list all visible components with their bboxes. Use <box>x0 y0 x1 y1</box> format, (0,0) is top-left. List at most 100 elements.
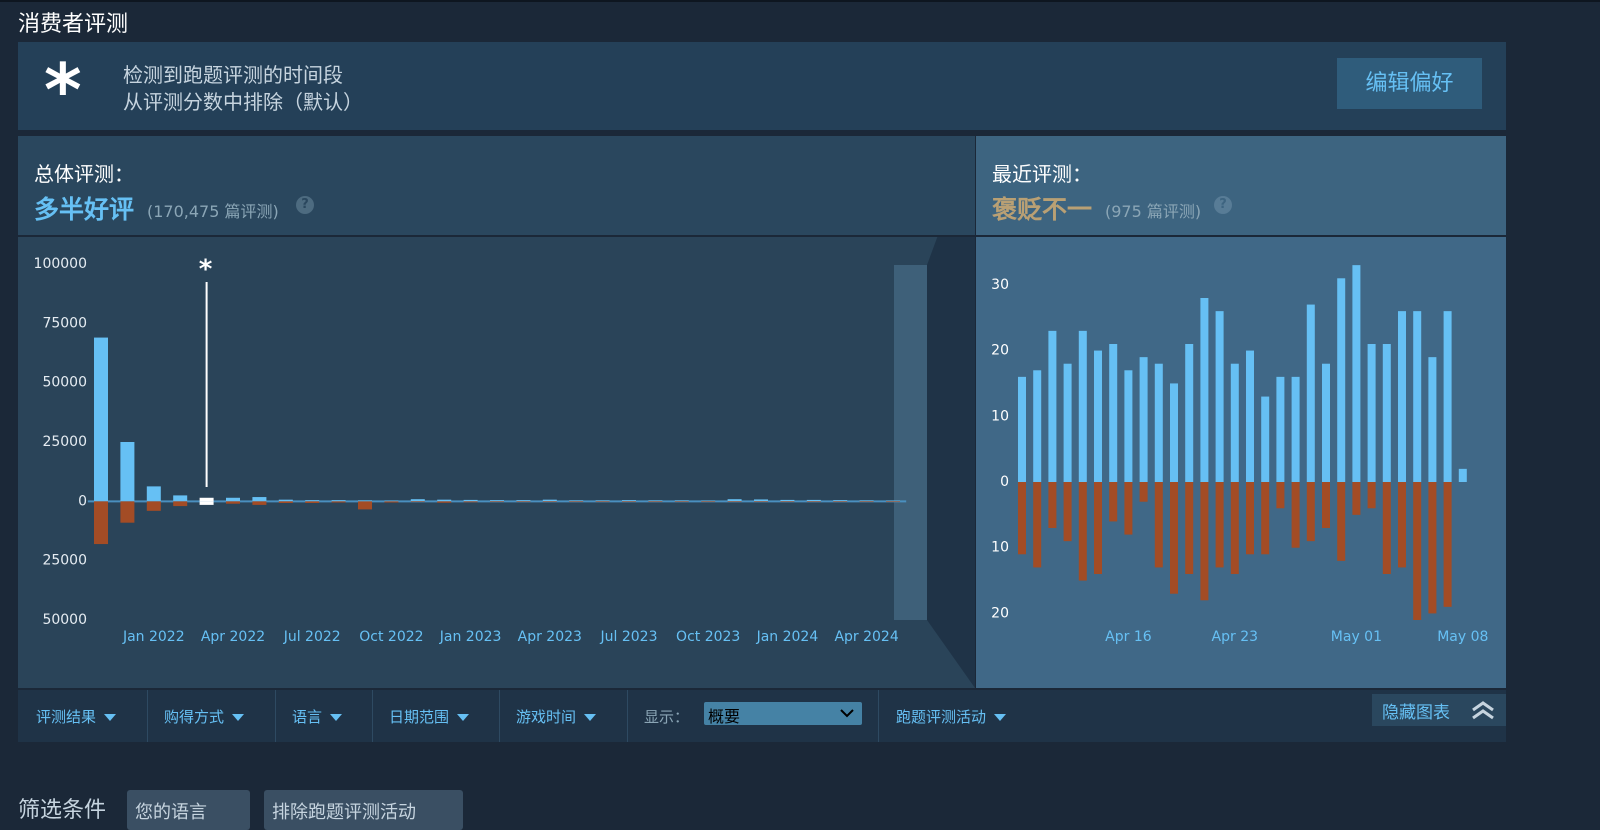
bar <box>701 500 716 502</box>
x-tick-label: Jan 2024 <box>756 629 819 645</box>
filter-dropdown[interactable]: 跑题评测活动 <box>896 706 1007 727</box>
top-border <box>0 0 1600 2</box>
filter-dropdown[interactable]: 购得方式 <box>164 706 245 727</box>
bar <box>1367 344 1376 482</box>
bar <box>1109 344 1118 482</box>
bar <box>674 501 689 503</box>
hide-chart-button[interactable]: 隐藏图表 <box>1372 694 1506 726</box>
chip-label: 您的语言 <box>135 802 207 823</box>
summary-rating: 多半好评 <box>34 195 135 224</box>
bar <box>358 501 372 510</box>
x-tick-label: Jan 2022 <box>122 629 185 645</box>
bar <box>806 501 821 503</box>
x-tick-label: Apr 16 <box>1105 629 1152 645</box>
filter-chip[interactable]: 您的语言 <box>127 790 250 830</box>
bar <box>1063 482 1072 542</box>
bar <box>252 501 267 505</box>
bar <box>358 500 372 502</box>
bar <box>754 501 768 503</box>
separator <box>275 690 276 742</box>
bar <box>833 500 848 502</box>
y-tick-label: 0 <box>78 493 87 509</box>
bar <box>859 501 874 503</box>
bar <box>1428 482 1437 614</box>
bar <box>305 500 320 502</box>
bar <box>305 501 320 503</box>
bar <box>331 501 346 503</box>
bar <box>1306 304 1315 482</box>
bar <box>1382 344 1391 482</box>
edit-preferences-button[interactable]: 编辑偏好 <box>1337 58 1482 109</box>
display-value: 概要 <box>708 707 741 726</box>
filter-dropdown[interactable]: 评测结果 <box>36 706 117 727</box>
y-tick-label: 20 <box>991 343 1009 359</box>
filter-label: 日期范围 <box>389 708 450 726</box>
annotation: * <box>199 255 213 285</box>
bar <box>1322 363 1330 482</box>
bar <box>542 501 557 503</box>
filter-dropdown[interactable]: 游戏时间 <box>516 706 597 727</box>
filter-dropdown[interactable]: 语言 <box>292 706 343 727</box>
banner: * 检测到跑题评测的时间段 从评测分数中排除（默认） 编辑偏好 <box>18 42 1506 130</box>
bar <box>1078 330 1087 482</box>
bar <box>622 500 636 502</box>
help-icon[interactable]: ? <box>1214 196 1232 214</box>
separator <box>147 690 148 742</box>
bar <box>410 501 425 503</box>
separator <box>627 690 628 742</box>
bar <box>1337 278 1346 482</box>
bar <box>1276 482 1285 509</box>
separator <box>878 690 879 742</box>
bar <box>1139 482 1148 502</box>
bar <box>1048 330 1057 482</box>
bar <box>384 500 399 502</box>
help-icon[interactable]: ? <box>296 196 314 214</box>
bar <box>542 499 557 502</box>
y-tick-label: 0 <box>1000 474 1009 490</box>
bar <box>1063 363 1072 482</box>
bar <box>1413 482 1422 620</box>
x-tick-label: Apr 2024 <box>834 629 898 645</box>
banner-line: 检测到跑题评测的时间段 <box>123 63 343 87</box>
bar <box>754 499 768 502</box>
bar <box>1215 311 1224 482</box>
bar <box>1322 482 1330 528</box>
collapse-icon <box>1472 701 1494 720</box>
bar <box>886 501 900 503</box>
bar <box>674 500 689 502</box>
summary-label: 总体评测： <box>34 162 134 186</box>
bar <box>1033 370 1042 482</box>
y-tick-label: 75000 <box>42 315 87 331</box>
filter-label: 语言 <box>292 708 323 726</box>
y-tick-label: 30 <box>991 277 1009 293</box>
bar <box>490 501 504 503</box>
bar <box>278 501 293 503</box>
bar <box>1018 376 1026 482</box>
bar <box>886 500 900 502</box>
recent-chart: 30 20 10 0 10 20 Apr 16 Apr 23 May 01 May 08 <box>976 237 1506 688</box>
x-tick-label: May 08 <box>1437 629 1488 645</box>
filter-chip[interactable]: 排除跑题评测活动 <box>264 790 463 830</box>
bar <box>226 497 240 502</box>
bar <box>1352 265 1361 482</box>
bar <box>1185 482 1194 574</box>
bar <box>1458 468 1467 482</box>
bar <box>490 500 504 502</box>
bar <box>384 501 399 503</box>
bar <box>437 501 452 503</box>
filter-label: 购得方式 <box>164 708 225 726</box>
bar <box>622 501 636 503</box>
filter-dropdown[interactable]: 日期范围 <box>389 706 470 727</box>
y-tick-label: 100000 <box>34 256 87 272</box>
bar <box>1078 482 1087 581</box>
bar <box>1200 298 1209 482</box>
y-tick-label: 50000 <box>42 612 87 628</box>
summary-count: (170,475 篇评测) <box>147 202 279 221</box>
display-select[interactable]: 概要 <box>704 702 862 726</box>
bar <box>331 500 346 502</box>
bar <box>1094 350 1102 482</box>
hide-chart-label: 隐藏图表 <box>1382 703 1450 723</box>
bar <box>94 337 108 502</box>
range-selector[interactable] <box>894 265 927 620</box>
x-tick-label: Oct 2022 <box>359 629 423 645</box>
